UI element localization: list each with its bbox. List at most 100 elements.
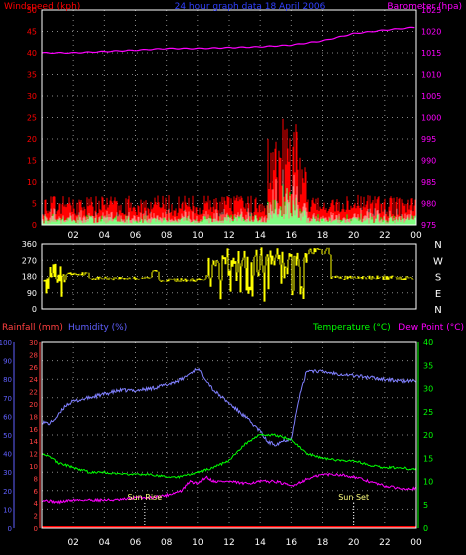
barometer-tick-label: 1010 [421,71,441,80]
wind-tick-label: 25 [27,114,37,123]
x-tick-label: 10 [192,231,204,241]
humidity-tick-label: 10 [3,506,12,514]
wind-panel-frame [41,9,417,226]
temperature-tick-label: 10 [423,478,433,487]
rain-tick-label: 14 [29,438,38,446]
compass-label: E [435,289,441,300]
x-tick-label: 12 [223,231,234,241]
rain-tick-label: 22 [29,389,38,397]
dew-point-series [41,472,417,505]
compass-label: W [433,256,443,267]
x-tick-label: 06 [130,231,142,241]
direction-tick-label: 0 [32,305,37,314]
x-tick-label: 00 [410,538,422,548]
wind-gust-series [42,169,416,225]
humidity-tick-label: 50 [3,432,12,440]
direction-tick-label: 270 [22,256,37,265]
x-tick-label: 14 [254,538,266,548]
wind-axis-label: Windspeed (kph) [4,2,80,12]
humidity-tick-label: 100 [0,339,12,347]
barometer-tick-label: 1020 [421,28,441,37]
rain-tick-label: 10 [29,463,38,471]
wind-tick-label: 15 [27,157,37,166]
barometer-tick-label: 1005 [421,92,441,101]
rain-tick-label: 20 [29,401,38,409]
wind-tick-label: 40 [27,49,37,58]
temperature-tick-label: 25 [423,408,433,417]
barometer-tick-label: 1025 [421,6,441,15]
rain-tick-label: 28 [29,351,38,359]
dew-point-axis-label: Dew Point (°C) [398,323,464,333]
rain-tick-label: 26 [29,364,38,372]
rain-tick-label: 16 [29,426,38,434]
humidity-series [41,367,417,447]
temperature-tick-label: 5 [423,501,428,510]
temperature-axis-label: Temperature (°C) [312,323,391,333]
temperature-tick-label: 40 [423,338,433,347]
barometer-tick-label: 985 [421,178,436,187]
compass-label: N [434,240,441,251]
barometer-tick-label: 1000 [421,114,441,123]
temperature-tick-label: 15 [423,454,433,463]
x-tick-label: 18 [317,538,329,548]
direction-tick-label: 90 [27,289,37,298]
wind-speed-series [42,118,416,225]
rainfall-axis-label: Rainfall (mm) [2,323,63,333]
rain-tick-label: 6 [34,488,39,496]
wind-tick-label: 20 [27,135,37,144]
x-tick-label: 08 [161,538,173,548]
direction-tick-label: 360 [22,240,37,249]
x-tick-label: 16 [286,538,298,548]
x-tick-label: 04 [99,231,111,241]
rain-tick-label: 4 [34,500,39,508]
humidity-tick-label: 90 [3,358,12,366]
humidity-tick-label: 40 [3,451,12,459]
barometer-series [41,26,415,54]
x-tick-label: 00 [410,231,422,241]
barometer-tick-label: 990 [421,157,436,166]
compass-label: S [435,273,441,284]
x-tick-label: 02 [67,231,78,241]
wind-tick-label: 30 [27,92,37,101]
compass-label: N [434,305,441,316]
rain-tick-label: 24 [29,376,38,384]
humidity-tick-label: 70 [3,395,12,403]
x-tick-label: 06 [130,538,142,548]
humidity-tick-label: 20 [3,488,12,496]
x-tick-label: 16 [286,231,298,241]
wind-direction-series [43,247,414,302]
x-tick-label: 04 [99,538,111,548]
x-tick-label: 18 [317,231,329,241]
temperature-series [41,433,417,479]
rain-tick-label: 18 [29,413,38,421]
x-tick-label: 14 [254,231,266,241]
humidity-tick-label: 0 [8,525,12,533]
sunset-label: Sun Set [338,493,369,502]
rain-tick-label: 8 [34,475,38,483]
wind-tick-label: 10 [27,178,37,187]
barometer-tick-label: 1015 [421,49,441,58]
rain-tick-label: 0 [34,525,38,533]
humidity-tick-label: 80 [3,376,12,384]
wind-tick-label: 0 [32,221,37,230]
sunrise-label: Sun Rise [128,493,163,502]
rain-tick-label: 12 [29,451,38,459]
barometer-tick-label: 975 [421,221,436,230]
wind-tick-label: 35 [27,71,37,80]
humidity-axis-label: Humidity (%) [68,323,127,333]
humidity-tick-label: 30 [3,469,12,477]
direction-tick-label: 180 [22,273,37,282]
rain-tick-label: 2 [34,513,38,521]
barometer-tick-label: 995 [421,135,436,144]
humidity-panel-frame [41,341,417,529]
x-tick-label: 20 [348,231,360,241]
barometer-tick-label: 980 [421,200,436,209]
barometer-axis-label: Barometer (hpa) [387,2,462,12]
humidity-tick-label: 60 [3,413,12,421]
temperature-tick-label: 30 [423,385,433,394]
chart-title: 24 hour graph data 18 April 2006 [175,2,326,12]
direction-panel-frame [41,243,417,310]
x-tick-label: 12 [223,538,234,548]
wind-tick-label: 50 [27,6,37,15]
